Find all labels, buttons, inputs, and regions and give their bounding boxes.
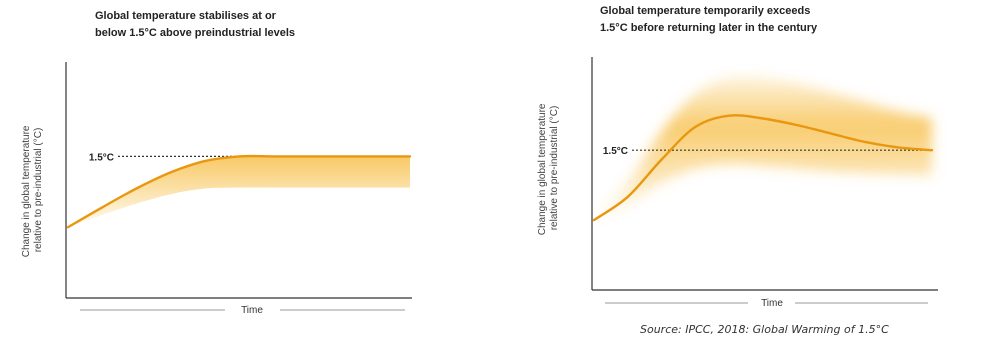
y-axis-label: Change in global temperature relative to… bbox=[21, 123, 44, 258]
series-line bbox=[592, 114, 934, 222]
reference-label: 1.5°C bbox=[89, 152, 114, 163]
chart-panel-left: Global temperature stabilises at or belo… bbox=[0, 0, 470, 345]
chart-panel-right: Global temperature temporarily exceeds 1… bbox=[510, 0, 981, 345]
chart-title: Global temperature temporarily exceeds 1… bbox=[600, 3, 940, 37]
chart-title: Global temperature stabilises at or belo… bbox=[95, 8, 425, 42]
x-axis-label: Time bbox=[761, 298, 783, 309]
series-line bbox=[66, 154, 412, 229]
reference-label: 1.5°C bbox=[603, 146, 628, 157]
source-citation: Source: IPCC, 2018: Global Warming of 1.… bbox=[640, 323, 889, 336]
uncertainty-band bbox=[68, 156, 410, 228]
uncertainty-band bbox=[594, 76, 932, 221]
x-axis-label: Time bbox=[241, 305, 263, 316]
chart-title-line: Global temperature temporarily exceeds bbox=[600, 5, 811, 17]
chart-title-line: Global temperature stabilises at or bbox=[95, 10, 276, 22]
chart-canvas: 1.5°C Time Change in global temperature … bbox=[21, 62, 412, 316]
y-axis-label-line: Change in global temperature bbox=[537, 103, 548, 235]
chart-title-line: below 1.5°C above preindustrial levels bbox=[95, 27, 296, 39]
chart-title-line: 1.5°C before returning later in the cent… bbox=[600, 22, 818, 34]
band-layer bbox=[68, 156, 410, 228]
y-axis-label: Change in global temperature relative to… bbox=[537, 101, 560, 236]
y-axis-label-line: Change in global temperature bbox=[21, 125, 32, 257]
band-layer bbox=[594, 76, 932, 221]
chart-canvas: 1.5°C Time Change in global temperature … bbox=[537, 57, 938, 309]
y-axis-label-line: relative to pre-industrial (°C) bbox=[549, 106, 560, 231]
y-axis-label-line: relative to pre-industrial (°C) bbox=[33, 128, 44, 253]
